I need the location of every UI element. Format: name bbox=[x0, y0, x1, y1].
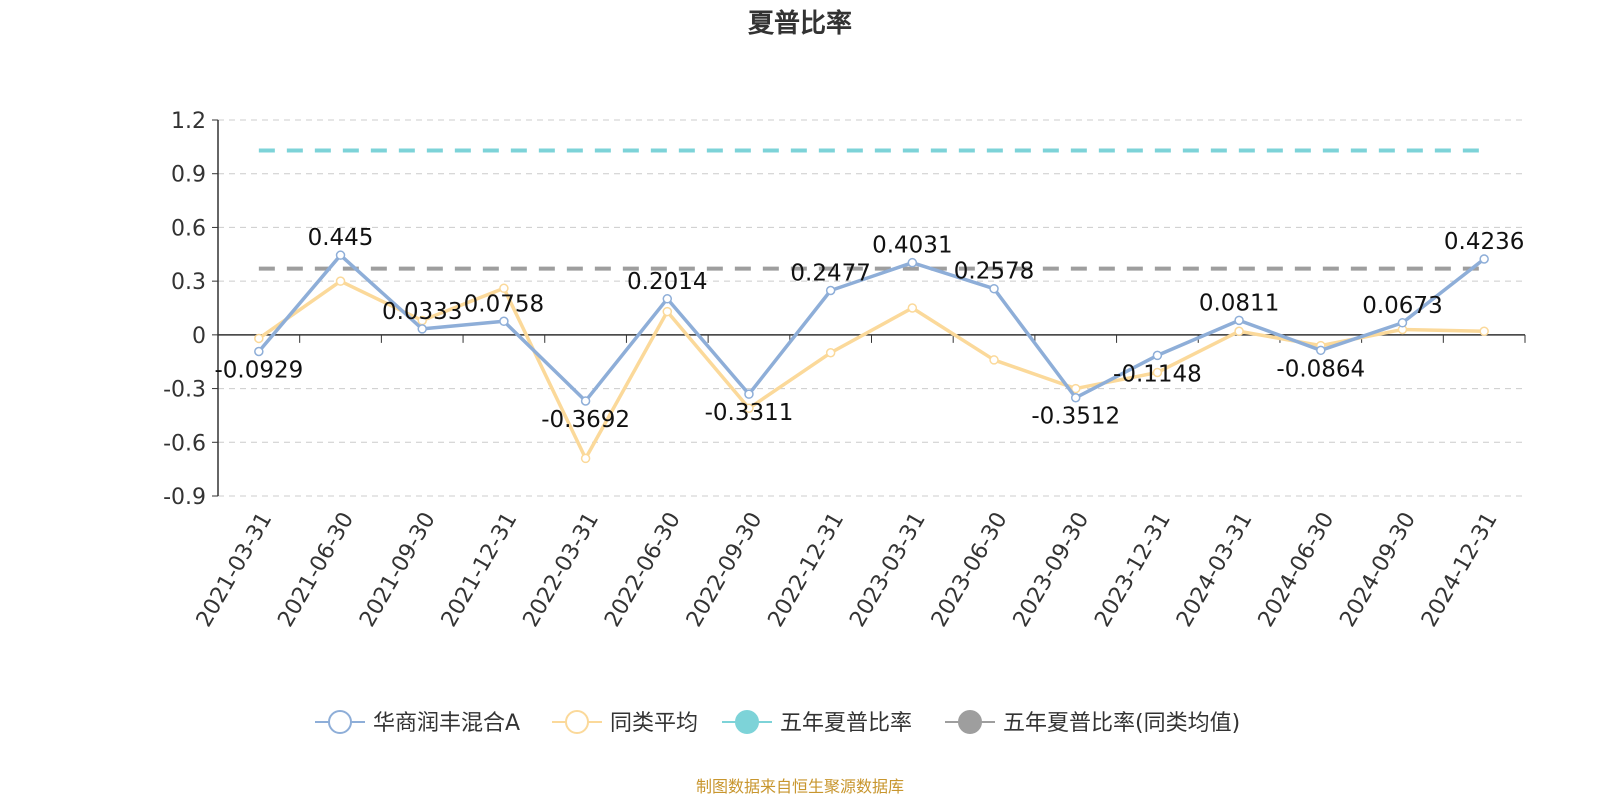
x-tick-label: 2024-09-30 bbox=[1335, 508, 1421, 631]
data-label: -0.0864 bbox=[1276, 356, 1365, 382]
x-tick-label: 2021-09-30 bbox=[355, 508, 441, 631]
x-tick-label: 2023-03-31 bbox=[845, 508, 931, 631]
x-tick-label: 2023-12-31 bbox=[1090, 508, 1176, 631]
legend-marker bbox=[958, 710, 982, 734]
data-label: 0.2014 bbox=[627, 269, 707, 295]
data-point-1 bbox=[1152, 367, 1163, 378]
y-tick-label: -0.6 bbox=[163, 431, 206, 456]
source-note: 制图数据来自恒生聚源数据库 bbox=[696, 777, 904, 796]
data-point-0 bbox=[417, 324, 427, 334]
data-label: 0.4031 bbox=[872, 233, 952, 259]
x-tick-label: 2024-03-31 bbox=[1172, 508, 1258, 631]
chart-title: 夏普比率 bbox=[748, 8, 852, 39]
y-axis: 1.2 0.9 0.6 0.3 0 -0.3 -0.6 -0.9 bbox=[163, 109, 219, 510]
x-tick-label: 2023-06-30 bbox=[927, 508, 1013, 631]
data-label: -0.1148 bbox=[1113, 361, 1202, 387]
x-tick-label: 2022-03-31 bbox=[519, 508, 605, 631]
data-point-1 bbox=[662, 306, 673, 317]
data-label: 0.0333 bbox=[382, 299, 462, 325]
data-point-1 bbox=[499, 283, 509, 294]
x-tick-label: 2024-12-31 bbox=[1417, 508, 1503, 631]
data-point-1 bbox=[825, 348, 836, 358]
data-point-1 bbox=[989, 355, 999, 365]
data-label: -0.3692 bbox=[541, 407, 630, 433]
data-point-0 bbox=[989, 283, 999, 294]
x-tick-label: 2023-09-30 bbox=[1009, 508, 1095, 631]
data-point-1 bbox=[1234, 326, 1244, 337]
data-point-1 bbox=[580, 453, 591, 464]
data-point-0 bbox=[335, 250, 346, 260]
x-tick-label: 2022-12-31 bbox=[764, 508, 850, 631]
y-tick-label: -0.3 bbox=[163, 378, 206, 403]
data-label: 0.445 bbox=[308, 225, 374, 251]
data-point-0 bbox=[662, 294, 673, 304]
data-point-0 bbox=[1316, 345, 1326, 356]
data-point-1 bbox=[744, 403, 754, 414]
data-point-1 bbox=[1070, 383, 1081, 394]
x-tick-label: 2022-06-30 bbox=[600, 508, 686, 631]
legend-label: 五年夏普比率(同类均值) bbox=[1003, 711, 1240, 736]
data-label: 0.0811 bbox=[1199, 290, 1279, 316]
y-tick-label: 0.6 bbox=[171, 216, 206, 241]
legend-label: 华商润丰混合A bbox=[373, 711, 520, 736]
data-point-0 bbox=[580, 396, 591, 406]
legend-marker bbox=[328, 710, 352, 734]
data-point-0 bbox=[254, 346, 264, 357]
data-point-1 bbox=[254, 333, 264, 344]
plot-area: -0.0929 0.445 0.0333 0.0758 -0.3692 0.2014 -0.… bbox=[214, 148, 1524, 464]
data-point-0 bbox=[907, 257, 918, 268]
data-label: 0.2477 bbox=[790, 261, 870, 287]
y-tick-label: 0 bbox=[192, 324, 206, 349]
x-tick-label: 2022-09-30 bbox=[682, 508, 768, 631]
data-point-1 bbox=[907, 303, 918, 313]
data-label: -0.0929 bbox=[214, 357, 303, 383]
x-tick-label: 2021-03-31 bbox=[192, 508, 278, 631]
data-label: 0.2578 bbox=[954, 259, 1034, 285]
y-tick-label: 1.2 bbox=[171, 109, 206, 134]
data-point-1 bbox=[335, 276, 346, 286]
data-label: -0.3512 bbox=[1031, 404, 1120, 430]
x-tick-label: 2024-06-30 bbox=[1254, 508, 1340, 631]
series-line-0 bbox=[257, 253, 1486, 403]
legend-label: 同类平均 bbox=[610, 711, 698, 736]
data-point-0 bbox=[1397, 318, 1408, 328]
legend-marker bbox=[565, 710, 589, 734]
y-tick-label: 0.9 bbox=[171, 163, 206, 188]
legend: 华商润丰混合A 同类平均 五年夏普比率 五年夏普比率(同类均值) bbox=[315, 710, 1240, 736]
data-point-0 bbox=[1152, 350, 1163, 361]
legend-marker bbox=[735, 710, 759, 734]
legend-label: 五年夏普比率 bbox=[780, 711, 912, 736]
data-point-0 bbox=[825, 285, 836, 296]
data-point-0 bbox=[499, 316, 509, 327]
x-tick-label: 2021-06-30 bbox=[273, 508, 359, 631]
data-point-0 bbox=[744, 389, 754, 399]
data-label: 0.0758 bbox=[464, 291, 544, 317]
data-point-0 bbox=[1234, 315, 1244, 326]
series-line-1 bbox=[257, 279, 1485, 461]
data-label: 0.4236 bbox=[1444, 229, 1524, 255]
data-point-0 bbox=[1070, 392, 1081, 403]
y-tick-label: 0.3 bbox=[171, 270, 206, 295]
y-tick-label: -0.9 bbox=[163, 485, 206, 510]
data-point-1 bbox=[1479, 326, 1489, 337]
data-point-0 bbox=[1479, 254, 1489, 264]
data-label: -0.3311 bbox=[705, 400, 794, 426]
data-label: 0.0673 bbox=[1362, 293, 1442, 319]
x-tick-label: 2021-12-31 bbox=[437, 508, 523, 631]
